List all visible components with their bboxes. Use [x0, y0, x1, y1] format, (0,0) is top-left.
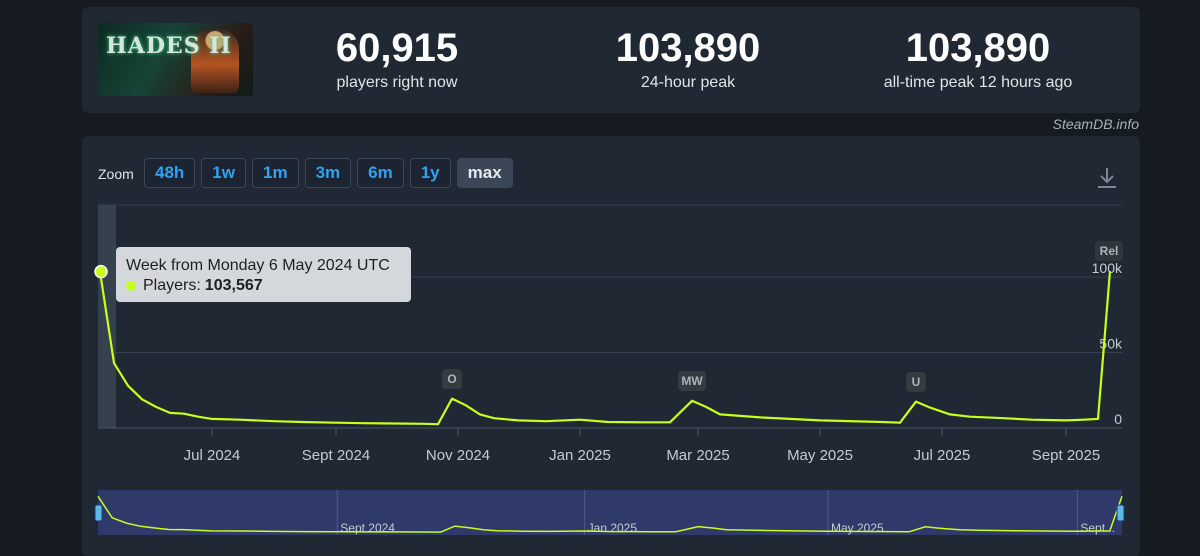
all-time-peak-label: all-time peak 12 hours ago: [883, 74, 1073, 91]
character-art: [191, 29, 239, 93]
zoom-button-group: 48h 1w 1m 3m 6m 1y max: [144, 158, 513, 188]
download-icon[interactable]: [1096, 166, 1118, 190]
event-flag-label: MW: [681, 374, 703, 388]
peak-24h-label: 24-hour peak: [640, 74, 736, 91]
tooltip-row: Players: 103,567: [126, 276, 401, 296]
zoom-label: Zoom: [98, 166, 134, 182]
x-tick-label: Sept 2024: [302, 447, 370, 464]
steamdb-watermark[interactable]: SteamDB.info: [1052, 116, 1139, 132]
all-time-peak-value: 103,890: [905, 26, 1051, 70]
navigator-series-line: [97, 495, 1123, 533]
x-tick-label: Jul 2025: [914, 447, 971, 464]
y-tick-label: 0: [1114, 411, 1122, 427]
zoom-1y-button[interactable]: 1y: [409, 158, 451, 188]
navigator-right-handle[interactable]: [1116, 504, 1125, 522]
event-flag-o: [442, 369, 462, 389]
navigator-selection: [98, 490, 1122, 535]
tooltip-value: 103,567: [204, 277, 263, 294]
zoom-6m-button[interactable]: 6m: [357, 158, 404, 188]
x-tick-label: Sept 2025: [1032, 447, 1100, 464]
x-tick-label: Jul 2024: [184, 447, 241, 464]
y-tick-label: 100k: [1092, 260, 1123, 276]
navigator-left-handle[interactable]: [94, 504, 103, 522]
game-header-image[interactable]: HADES II: [98, 23, 253, 96]
zoom-max-button[interactable]: max: [456, 158, 513, 188]
stats-panel: HADES II 60,915 players right now 103,89…: [82, 7, 1140, 113]
event-flag-label: U: [912, 375, 921, 389]
game-logo-text: HADES II: [106, 33, 232, 59]
series-dot-icon: [126, 281, 136, 291]
event-flag-mw: [678, 371, 706, 391]
chart-tooltip: Week from Monday 6 May 2024 UTC Players:…: [116, 247, 411, 302]
current-players-label: players right now: [336, 74, 458, 91]
event-flag-rel: [1095, 241, 1123, 261]
stat-current-players: 60,915 players right now: [277, 25, 517, 92]
highlighted-point-marker: [94, 264, 108, 279]
x-tick-label: Nov 2024: [426, 447, 490, 464]
navigator-tick-label: Jan 2025: [588, 521, 638, 535]
zoom-48h-button[interactable]: 48h: [144, 158, 196, 188]
peak-24h-value: 103,890: [615, 26, 761, 70]
event-flag-u: [906, 372, 926, 392]
tooltip-title: Week from Monday 6 May 2024 UTC: [126, 257, 390, 274]
event-flag-label: Rel: [1100, 244, 1119, 258]
chart-panel: Zoom 48h 1w 1m 3m 6m 1y max: [82, 136, 1140, 556]
navigator-tick-label: Sept 2024: [340, 521, 395, 535]
x-tick-label: Jan 2025: [549, 447, 611, 464]
zoom-1w-button[interactable]: 1w: [201, 158, 246, 188]
x-tick-label: Mar 2025: [666, 447, 729, 464]
event-flag-label: O: [447, 372, 456, 386]
zoom-3m-button[interactable]: 3m: [304, 158, 352, 188]
navigator-tick-label: Sept...: [1080, 521, 1115, 535]
stat-24h-peak: 103,890 24-hour peak: [568, 25, 808, 92]
series-line-players: [98, 271, 1112, 426]
x-tick-label: May 2025: [787, 447, 853, 464]
stat-all-time-peak: 103,890 all-time peak 12 hours ago: [858, 25, 1098, 92]
zoom-1m-button[interactable]: 1m: [251, 158, 299, 188]
tooltip-series-label: Players:: [143, 277, 201, 294]
current-players-value: 60,915: [335, 26, 459, 70]
navigator-tick-label: May 2025: [831, 521, 884, 535]
